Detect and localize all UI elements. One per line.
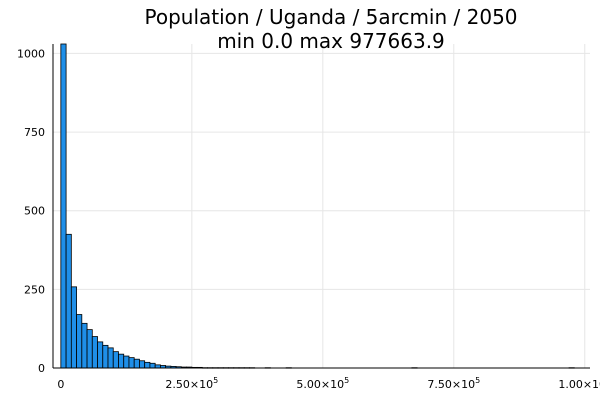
x-tick-label: 0: [57, 378, 64, 391]
histogram-bar: [128, 357, 135, 369]
chart-title: Population / Uganda / 5arcmin / 2050: [144, 5, 517, 29]
y-tick-label: 750: [24, 126, 45, 139]
histogram-bar: [70, 286, 77, 369]
y-tick-label: 1000: [17, 47, 45, 60]
chart-subtitle: min 0.0 max 977663.9: [217, 29, 445, 53]
x-tick-label: 1.00×106: [558, 376, 600, 391]
y-tick-label: 250: [24, 283, 45, 296]
x-tick-label: 5.00×105: [296, 376, 349, 391]
histogram-bar: [112, 351, 119, 369]
histogram-bar: [91, 336, 98, 369]
histogram-bar: [86, 329, 93, 369]
bars: [60, 43, 575, 369]
histogram-bar: [133, 358, 140, 369]
histogram-bar: [123, 355, 130, 369]
histogram-bar: [107, 347, 114, 369]
x-tick-label: 7.50×105: [427, 376, 480, 391]
histogram-bar: [76, 314, 83, 369]
tick-labels: 0 250 500 750 1000 0 2.50×105 5.00×105 7.50×105 1…: [17, 47, 600, 391]
histogram-bar: [97, 341, 104, 369]
grid: [53, 44, 590, 369]
histogram-bar: [149, 362, 156, 369]
histogram-bar: [65, 233, 72, 369]
histogram-bar: [60, 43, 67, 369]
histogram-bar: [139, 360, 146, 369]
axes: [52, 44, 590, 369]
histogram-bar: [118, 353, 125, 369]
y-tick-label: 0: [38, 362, 45, 375]
histogram-bar: [81, 322, 88, 369]
histogram-bar: [102, 344, 109, 369]
y-tick-label: 500: [24, 205, 45, 218]
x-tick-label: 2.50×105: [165, 376, 218, 391]
histogram-bar: [144, 361, 151, 369]
